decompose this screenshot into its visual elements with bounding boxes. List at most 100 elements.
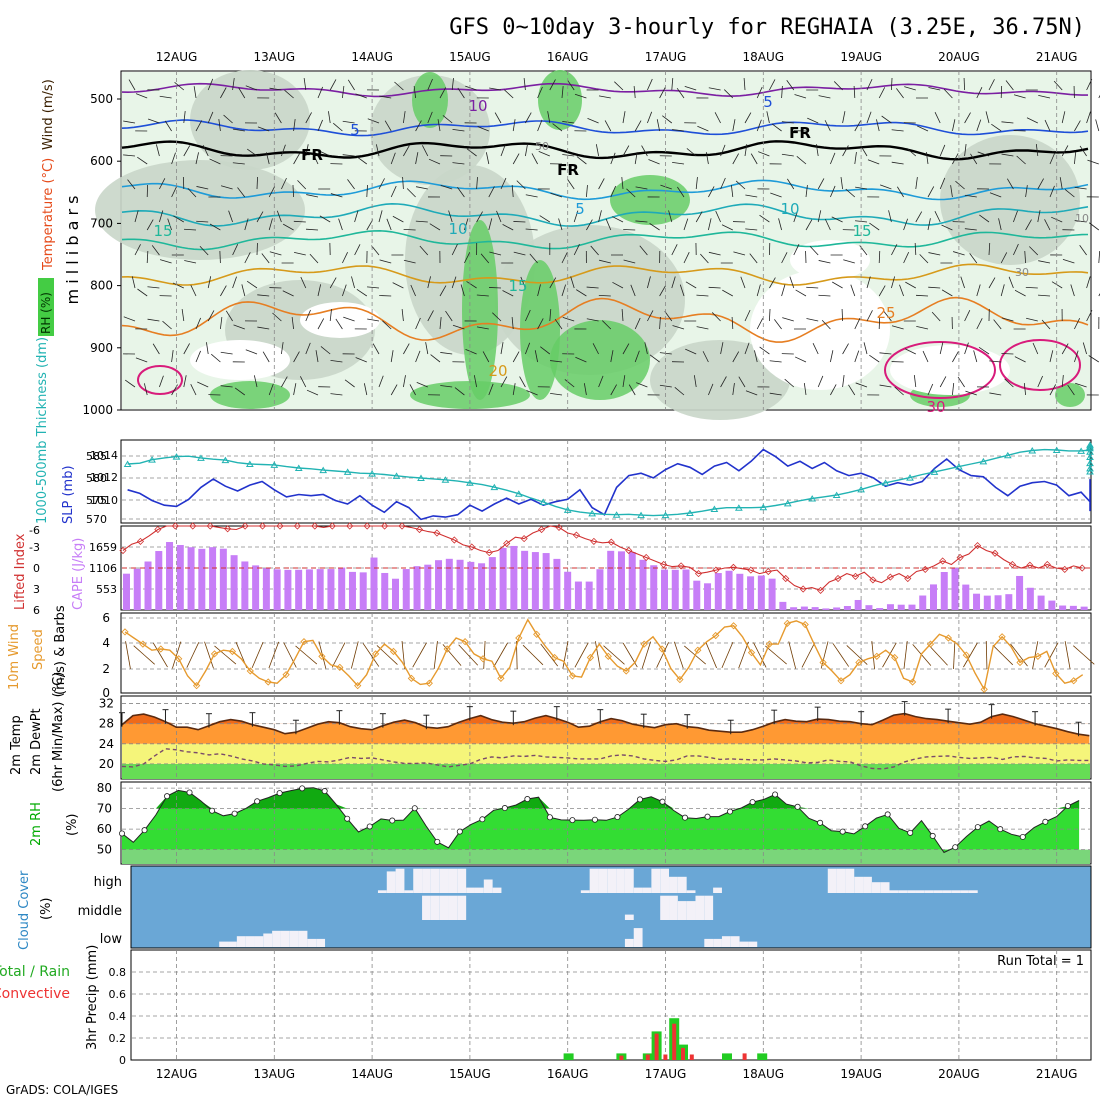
wind-barb <box>183 343 190 355</box>
wind10m-barb <box>192 642 200 656</box>
contour-label-rh10: 10 <box>1075 212 1089 225</box>
wind-barb <box>988 242 991 256</box>
wind10m-barb <box>376 645 388 656</box>
top-day-label-7: 19AUG <box>840 50 882 64</box>
wind-barb <box>147 318 160 322</box>
contour-t25 <box>121 296 1089 343</box>
wind10m-barb-tail <box>629 654 638 668</box>
wind-barb <box>1026 317 1038 322</box>
wind-barb <box>159 259 172 264</box>
wind-barb <box>218 119 221 132</box>
wind-barb <box>888 210 892 223</box>
wind-barb <box>246 280 258 289</box>
li-tick-6: 6 <box>33 604 40 617</box>
wind-barb <box>155 144 160 157</box>
wind10m-barb-tail <box>856 654 868 665</box>
cape-bar <box>747 576 755 610</box>
thickness-point <box>759 503 768 511</box>
wind10m-barb <box>824 641 829 656</box>
wind-barb <box>623 259 636 264</box>
wind-barb <box>207 78 214 91</box>
dewpoint-line <box>121 748 1090 770</box>
wind-speed-point <box>676 675 684 684</box>
wind-barb <box>561 86 564 99</box>
temp-line <box>121 712 1090 737</box>
wind-barb <box>913 375 917 388</box>
wind10m-barb-tail <box>268 654 275 669</box>
wind-barb <box>439 285 447 297</box>
thickness-point <box>294 464 303 471</box>
rh-tick-60: 60 <box>97 822 112 836</box>
cape-tick-553: 553 <box>96 583 117 596</box>
wind-barb <box>427 276 431 289</box>
wind-barb <box>855 186 868 190</box>
wind-barb <box>124 379 136 388</box>
wind-barb <box>196 186 209 190</box>
wind-speed-point <box>121 628 129 636</box>
wind-barb <box>335 318 343 330</box>
wind-barb <box>831 216 843 223</box>
wind-barb <box>952 383 955 396</box>
rh-point <box>569 817 576 824</box>
wind-barb <box>315 350 319 363</box>
wind-barb <box>787 178 795 190</box>
cape-bar <box>305 569 313 610</box>
wind-barb <box>598 95 611 99</box>
cloud-high-bar <box>836 868 846 893</box>
cloud-high-bar <box>466 887 475 893</box>
thickness-point <box>1086 464 1094 472</box>
wind-barb <box>512 351 520 363</box>
wind-barb <box>245 85 258 91</box>
contour-label-m5a: 5 <box>350 121 360 139</box>
wind-barb <box>502 290 514 297</box>
cloud-high-bar <box>439 868 449 893</box>
wind-barb <box>866 276 871 289</box>
wind10m-barb <box>214 645 226 656</box>
rh-fill-mid <box>650 340 790 420</box>
wind-barb <box>759 346 770 355</box>
top-day-label-1: 13AUG <box>254 50 296 64</box>
wind-barb <box>419 245 429 256</box>
wind-barb <box>439 87 447 99</box>
wind-barb <box>413 86 416 99</box>
wind10m-barb-tail <box>597 654 601 669</box>
wind-barb <box>534 350 538 363</box>
wind-barb <box>697 125 709 132</box>
cloud-high-bar <box>448 868 458 893</box>
lifted-index-point <box>346 522 354 530</box>
cape-bar <box>983 595 991 610</box>
wind-barb <box>1070 284 1075 297</box>
wind10m-barb <box>565 641 569 656</box>
lifted-index-point <box>468 543 476 551</box>
wind-barb <box>943 88 953 99</box>
top-day-label-5: 17AUG <box>645 50 687 64</box>
lifted-index-point <box>258 522 267 530</box>
wind-barb <box>525 112 532 124</box>
wind-speed-point <box>694 646 702 654</box>
wind-barb <box>171 152 176 165</box>
wind-barb <box>492 312 502 322</box>
wind-barb <box>574 93 587 99</box>
wind-barb <box>367 118 380 124</box>
wind-barb <box>354 244 361 256</box>
rh-fill-dark <box>462 220 498 400</box>
wind-barb <box>193 86 197 99</box>
lifted-index-point <box>642 553 650 562</box>
wind-barb <box>1049 185 1055 198</box>
wind-barb <box>174 81 185 91</box>
wind-barb <box>465 349 477 355</box>
li-tick--3: -3 <box>29 541 40 554</box>
wind-barb <box>781 153 794 157</box>
wind-barb <box>537 284 541 297</box>
rh2m-label-b: (%) <box>65 814 80 837</box>
wind10m-barb-tail <box>921 654 932 666</box>
wind-barb <box>206 342 209 355</box>
wind-barb <box>281 177 287 190</box>
wind-barb <box>151 245 160 256</box>
wind-barb <box>740 276 746 289</box>
wind-barb <box>415 186 428 190</box>
wind-barb <box>293 153 300 165</box>
wind-speed-point <box>228 647 237 656</box>
wind10m-barb-tail <box>613 654 625 665</box>
contour-label-t5: 5 <box>575 200 585 218</box>
